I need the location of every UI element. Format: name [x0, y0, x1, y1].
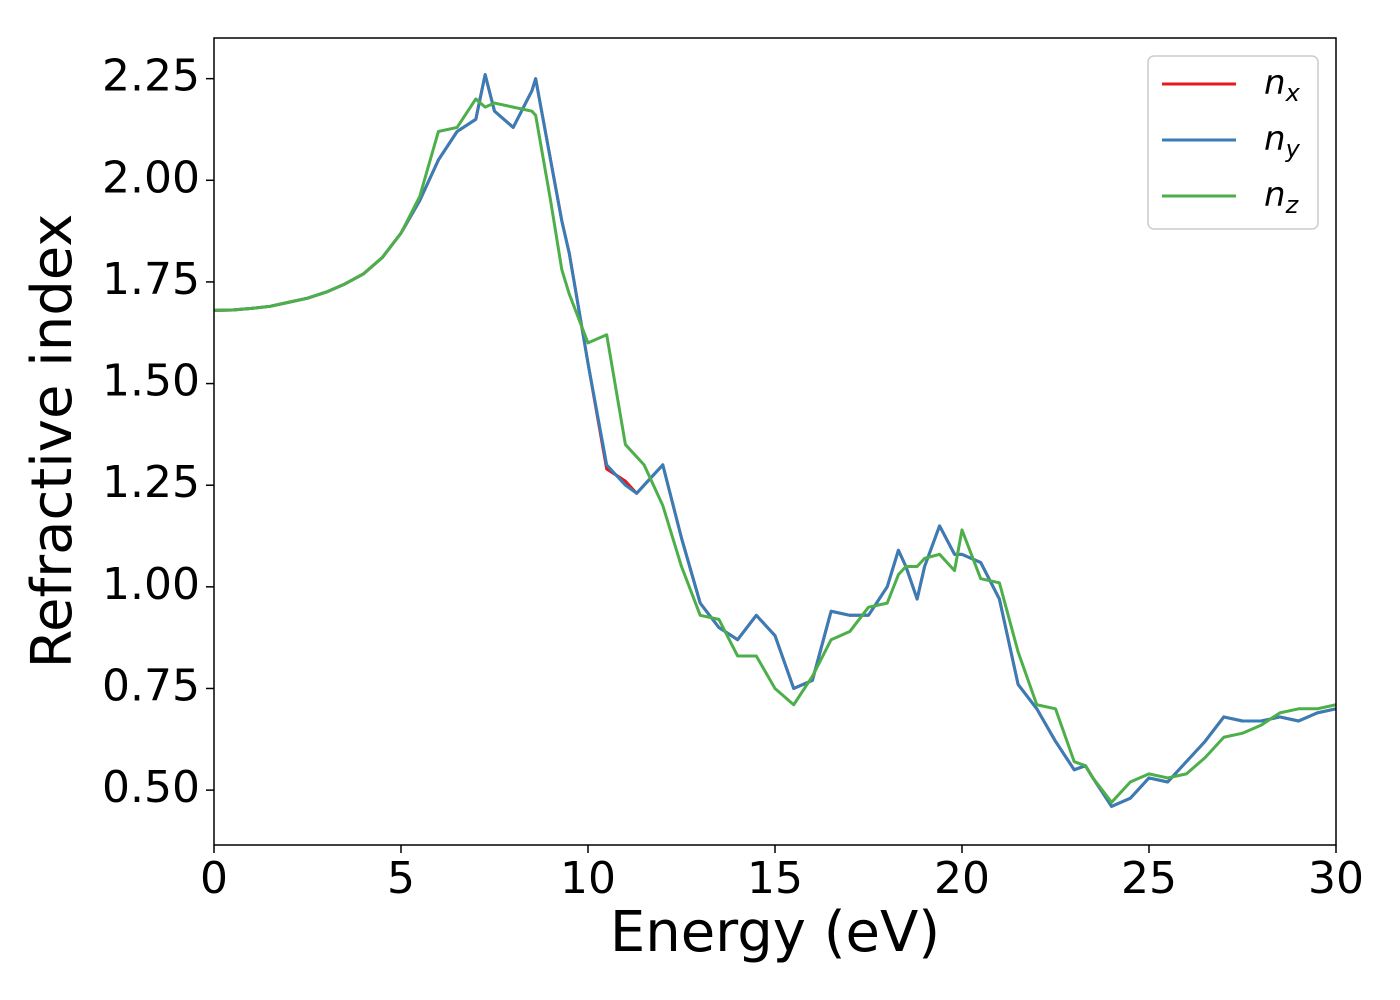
x-axis-label: Energy (eV) — [610, 900, 940, 965]
series-line — [213, 73, 1337, 808]
legend-box — [1147, 55, 1319, 230]
y-tick-label: 1.00 — [102, 559, 200, 610]
y-tick-label: 2.00 — [102, 152, 200, 203]
x-tick-label: 25 — [1121, 853, 1177, 904]
y-tick-label: 0.75 — [102, 660, 200, 711]
y-tick-label: 1.25 — [102, 457, 200, 508]
legend-label: ny — [1264, 119, 1301, 164]
legend-label: nz — [1264, 175, 1300, 220]
y-tick-label: 2.25 — [102, 51, 200, 102]
x-tick-label: 10 — [560, 853, 616, 904]
series-line — [213, 97, 1337, 804]
x-tick-label: 30 — [1308, 853, 1364, 904]
legend-label: nx — [1264, 63, 1301, 108]
x-tick-label: 15 — [747, 853, 803, 904]
y-tick-label: 0.50 — [102, 762, 200, 813]
x-tick-label: 0 — [200, 853, 228, 904]
y-tick-label: 1.50 — [102, 356, 200, 407]
y-tick-label: 1.75 — [102, 254, 200, 305]
plot-frame — [213, 37, 1337, 846]
x-tick-label: 20 — [934, 853, 990, 904]
x-tick-label: 5 — [387, 853, 415, 904]
y-axis-label: Refractive index — [20, 214, 85, 669]
